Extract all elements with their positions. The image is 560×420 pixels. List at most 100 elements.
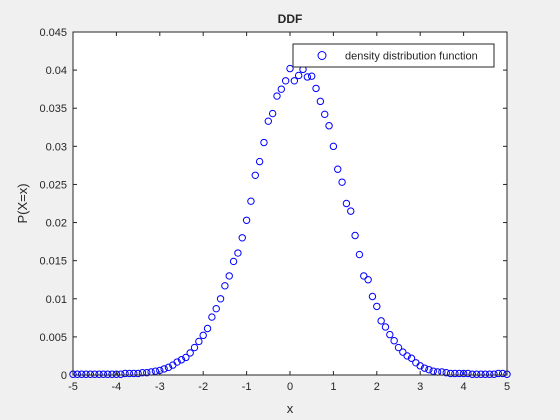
data-point	[386, 330, 394, 339]
data-point	[498, 369, 507, 378]
data-point	[173, 358, 181, 366]
data-point	[303, 73, 312, 81]
y-tick-label: 0.015	[39, 256, 67, 268]
data-point	[420, 364, 429, 372]
data-point	[429, 367, 437, 375]
data-point	[325, 122, 333, 130]
data-point	[451, 369, 459, 378]
data-point	[208, 313, 216, 321]
data-point	[399, 348, 407, 356]
x-tick-label: -4	[112, 381, 122, 393]
data-point	[268, 109, 277, 118]
data-point	[104, 370, 112, 378]
data-point	[95, 370, 103, 378]
x-tick-label: -1	[242, 381, 252, 393]
data-point	[182, 353, 190, 362]
data-point	[73, 370, 82, 378]
data-point	[459, 369, 468, 378]
x-tick-label: -3	[155, 381, 165, 393]
data-point	[260, 138, 268, 147]
data-point	[186, 349, 194, 357]
y-tick-label: 0.035	[39, 103, 67, 115]
data-point	[77, 370, 86, 378]
data-point	[160, 365, 168, 373]
data-point	[286, 64, 294, 73]
data-point	[407, 354, 416, 362]
data-point	[342, 199, 351, 208]
plot-area	[73, 32, 507, 375]
data-point	[472, 370, 481, 378]
data-point	[338, 178, 346, 186]
data-point	[82, 370, 90, 378]
data-point	[294, 71, 303, 80]
data-point	[130, 369, 138, 378]
data-point	[477, 370, 485, 378]
x-tick-label: 2	[374, 381, 380, 393]
y-tick-label: 0	[61, 370, 67, 382]
data-point	[190, 343, 199, 352]
data-point	[494, 369, 503, 378]
data-point	[164, 363, 173, 372]
data-point	[229, 257, 238, 266]
data-point	[290, 77, 299, 85]
y-tick-label: 0.01	[46, 294, 67, 306]
data-point	[403, 352, 411, 360]
data-point	[277, 85, 286, 93]
data-point	[425, 365, 433, 374]
data-point	[203, 324, 212, 333]
y-tick-label: 0.025	[39, 179, 67, 191]
tick-labels: -5 -4 -3 -2 -1 0 1 2 3 4 5 0 0.005 0.01 0.015 0.02 0.025…	[39, 27, 510, 393]
data-point	[321, 110, 329, 119]
x-tick-label: 1	[330, 381, 336, 393]
data-point	[264, 117, 272, 125]
data-point	[360, 272, 368, 280]
y-axis-label: P(X=x)	[15, 183, 30, 223]
legend: density distribution function	[292, 43, 495, 68]
y-tick-label: 0.045	[39, 27, 67, 39]
data-point	[216, 295, 225, 303]
data-point	[117, 370, 125, 378]
data-point	[199, 331, 207, 340]
data-point	[446, 369, 455, 378]
x-tick-label: -5	[68, 381, 78, 393]
data-point	[234, 249, 242, 257]
data-point	[394, 343, 403, 352]
data-point	[138, 369, 147, 377]
chart-title: DDF	[278, 12, 303, 26]
data-point	[416, 362, 424, 370]
data-point	[125, 369, 134, 378]
y-tick-label: 0.005	[39, 332, 67, 344]
data-point	[247, 197, 255, 205]
x-tick-label: -2	[198, 381, 208, 393]
data-point	[455, 369, 463, 378]
data-point	[238, 234, 246, 242]
data-point	[468, 370, 476, 378]
data-point	[99, 370, 108, 378]
data-point	[86, 370, 95, 378]
legend-entry-label: density distribution function	[345, 51, 478, 63]
data-point	[442, 369, 450, 377]
x-tick-label: 5	[504, 381, 510, 393]
y-tick-label: 0.02	[46, 218, 67, 230]
data-point	[121, 369, 129, 378]
legend-marker-icon	[317, 51, 327, 60]
data-point	[373, 302, 381, 311]
data-point	[490, 370, 498, 378]
data-point	[212, 304, 220, 313]
data-point	[381, 323, 390, 331]
data-point	[242, 216, 251, 224]
data-point	[390, 337, 398, 345]
data-point	[329, 142, 338, 151]
data-point	[281, 77, 290, 85]
data-point	[481, 370, 489, 378]
x-tick-label: 4	[461, 381, 467, 393]
data-point	[368, 292, 377, 301]
data-point	[364, 276, 372, 284]
data-point	[221, 282, 229, 290]
data-point	[308, 72, 316, 80]
data-point	[177, 356, 186, 364]
data-point	[143, 369, 151, 377]
data-point	[195, 337, 203, 346]
